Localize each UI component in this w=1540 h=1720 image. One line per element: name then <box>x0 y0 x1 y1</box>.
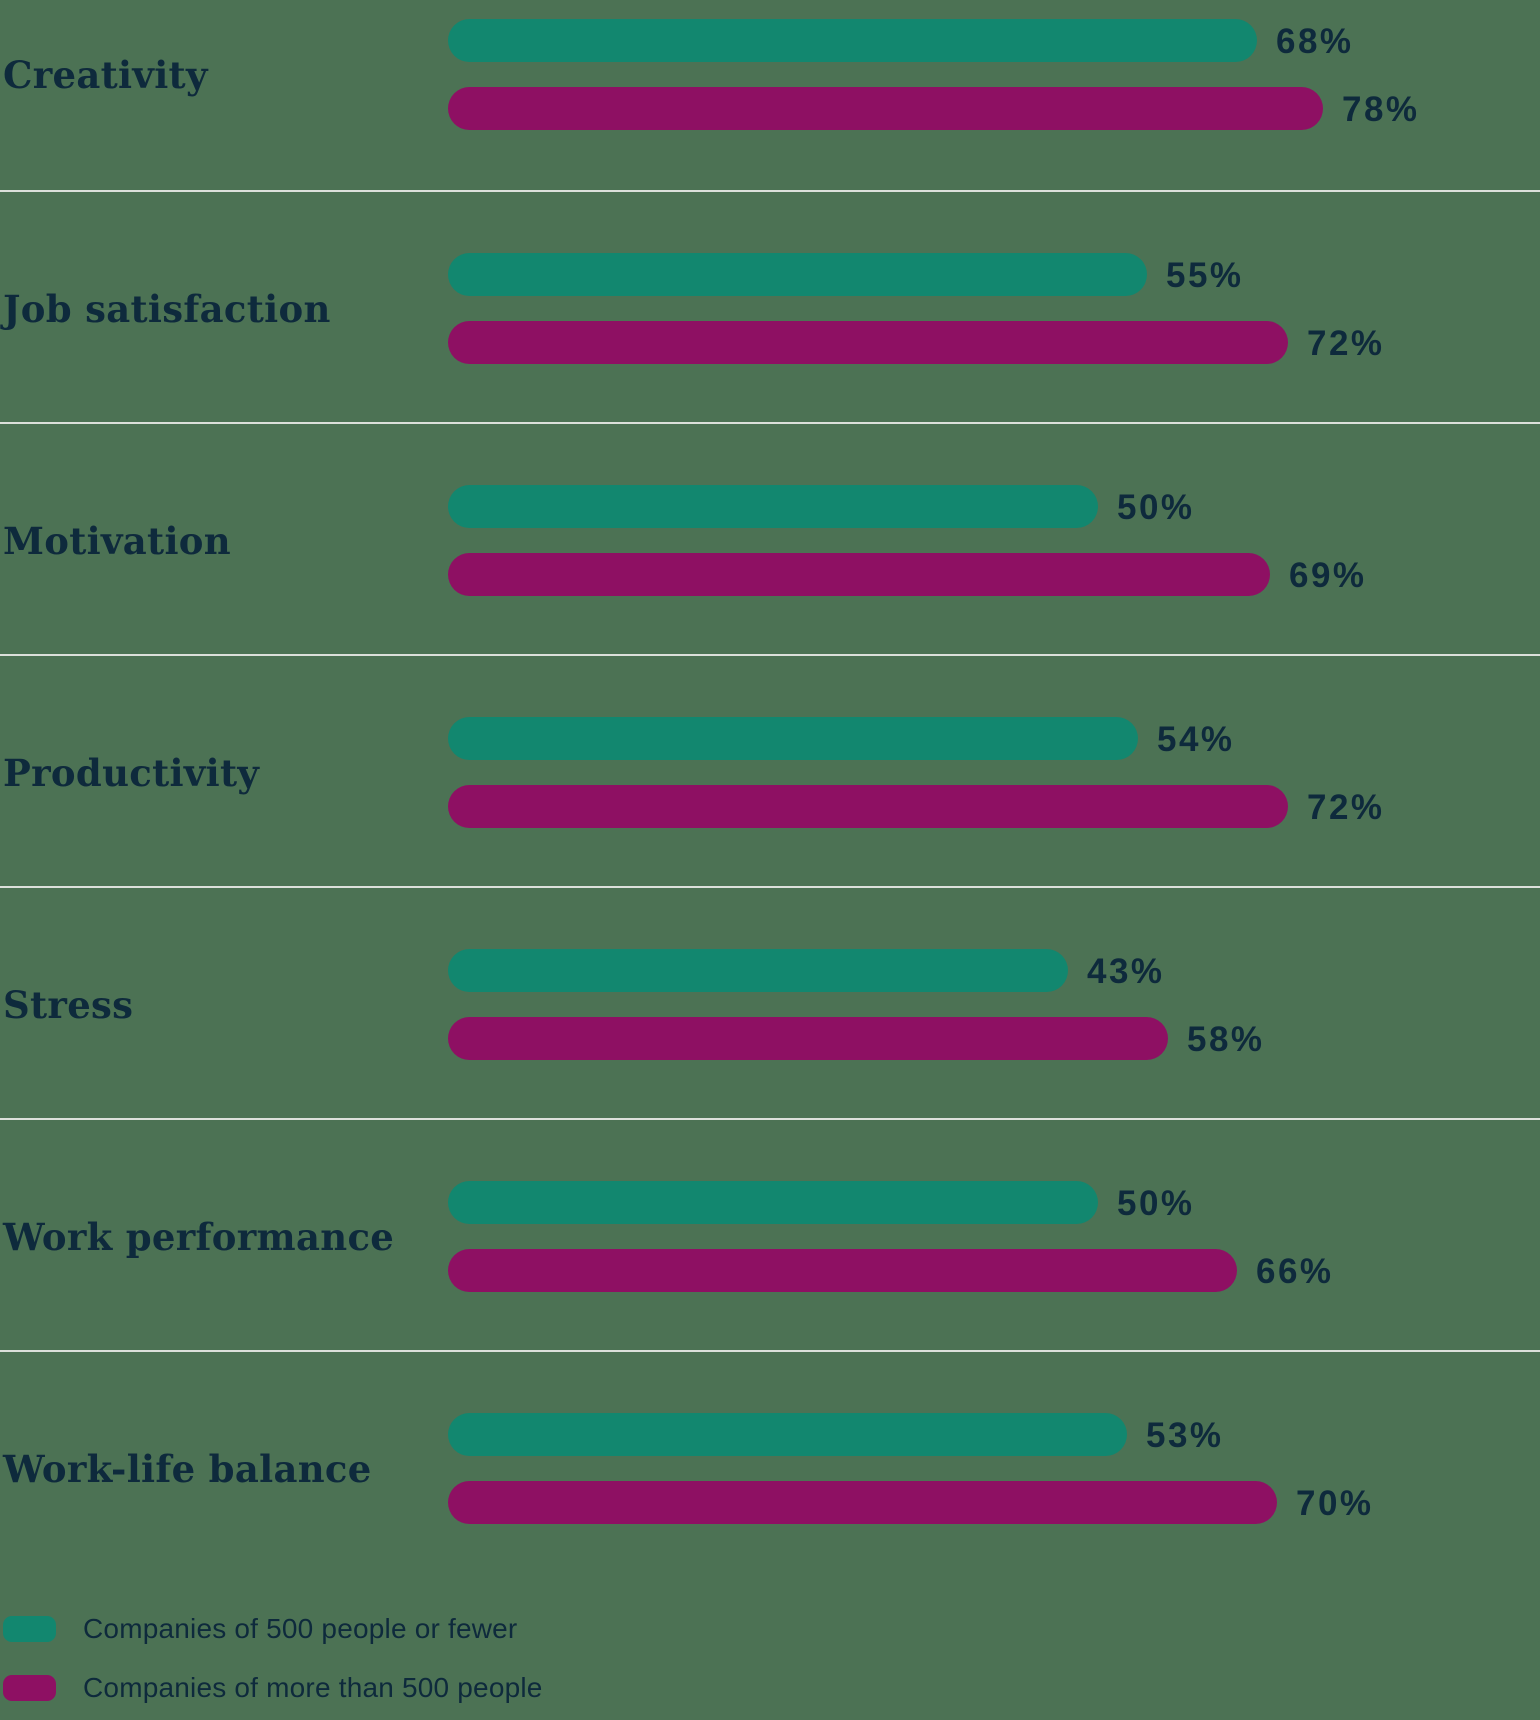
chart-row: Work-life balance 53% 70% <box>0 1350 1540 1582</box>
category-label: Creativity <box>3 53 208 97</box>
value-label: 66% <box>1256 1252 1334 1291</box>
value-label: 78% <box>1342 90 1420 129</box>
bar-large-companies <box>448 785 1288 828</box>
value-label: 50% <box>1117 1184 1195 1223</box>
chart-rows: Creativity 68% 78% Job satisfaction 55% 72% Mo… <box>0 0 1540 1582</box>
bar-large-companies <box>448 553 1270 596</box>
bar-small-companies <box>448 1413 1127 1456</box>
bar-small-companies <box>448 1181 1098 1224</box>
bar-small-companies <box>448 253 1147 296</box>
legend-label-large-companies: Companies of more than 500 people <box>83 1672 543 1703</box>
value-label: 58% <box>1187 1020 1265 1059</box>
category-label: Work performance <box>3 1215 395 1259</box>
value-label: 50% <box>1117 488 1195 527</box>
category-label: Work-life balance <box>3 1447 372 1491</box>
value-label: 53% <box>1146 1416 1224 1455</box>
bar-large-companies <box>448 87 1323 130</box>
bar-large-companies <box>448 1017 1168 1060</box>
category-label: Productivity <box>3 751 260 795</box>
chart-row: Job satisfaction 55% 72% <box>0 190 1540 422</box>
value-label: 68% <box>1276 22 1354 61</box>
chart-row: Productivity 54% 72% <box>0 654 1540 886</box>
value-label: 54% <box>1157 720 1235 759</box>
bar-small-companies <box>448 19 1257 62</box>
chart-legend: Companies of 500 people or fewer Compani… <box>0 1582 1540 1704</box>
chart-row: Work performance 50% 66% <box>0 1118 1540 1350</box>
bar-large-companies <box>448 1249 1237 1292</box>
legend-label-small-companies: Companies of 500 people or fewer <box>83 1613 518 1644</box>
category-label: Motivation <box>3 519 231 563</box>
chart-row: Motivation 50% 69% <box>0 422 1540 654</box>
value-label: 69% <box>1289 556 1367 595</box>
value-label: 43% <box>1087 952 1165 991</box>
category-label: Job satisfaction <box>3 287 331 331</box>
chart-row: Stress 43% 58% <box>0 886 1540 1118</box>
legend-item-large-companies: Companies of more than 500 people <box>3 1672 1540 1704</box>
bar-small-companies <box>448 717 1138 760</box>
value-label: 55% <box>1166 256 1244 295</box>
bar-large-companies <box>448 1481 1277 1524</box>
legend-swatch-small-companies-icon <box>3 1616 56 1642</box>
category-label: Stress <box>3 983 134 1027</box>
legend-swatch-large-companies-icon <box>3 1675 56 1701</box>
legend-item-small-companies: Companies of 500 people or fewer <box>3 1613 1540 1645</box>
bar-small-companies <box>448 485 1098 528</box>
value-label: 70% <box>1296 1484 1374 1523</box>
value-label: 72% <box>1307 324 1385 363</box>
bar-small-companies <box>448 949 1068 992</box>
value-label: 72% <box>1307 788 1385 827</box>
chart-row: Creativity 68% 78% <box>0 0 1540 190</box>
bar-large-companies <box>448 321 1288 364</box>
